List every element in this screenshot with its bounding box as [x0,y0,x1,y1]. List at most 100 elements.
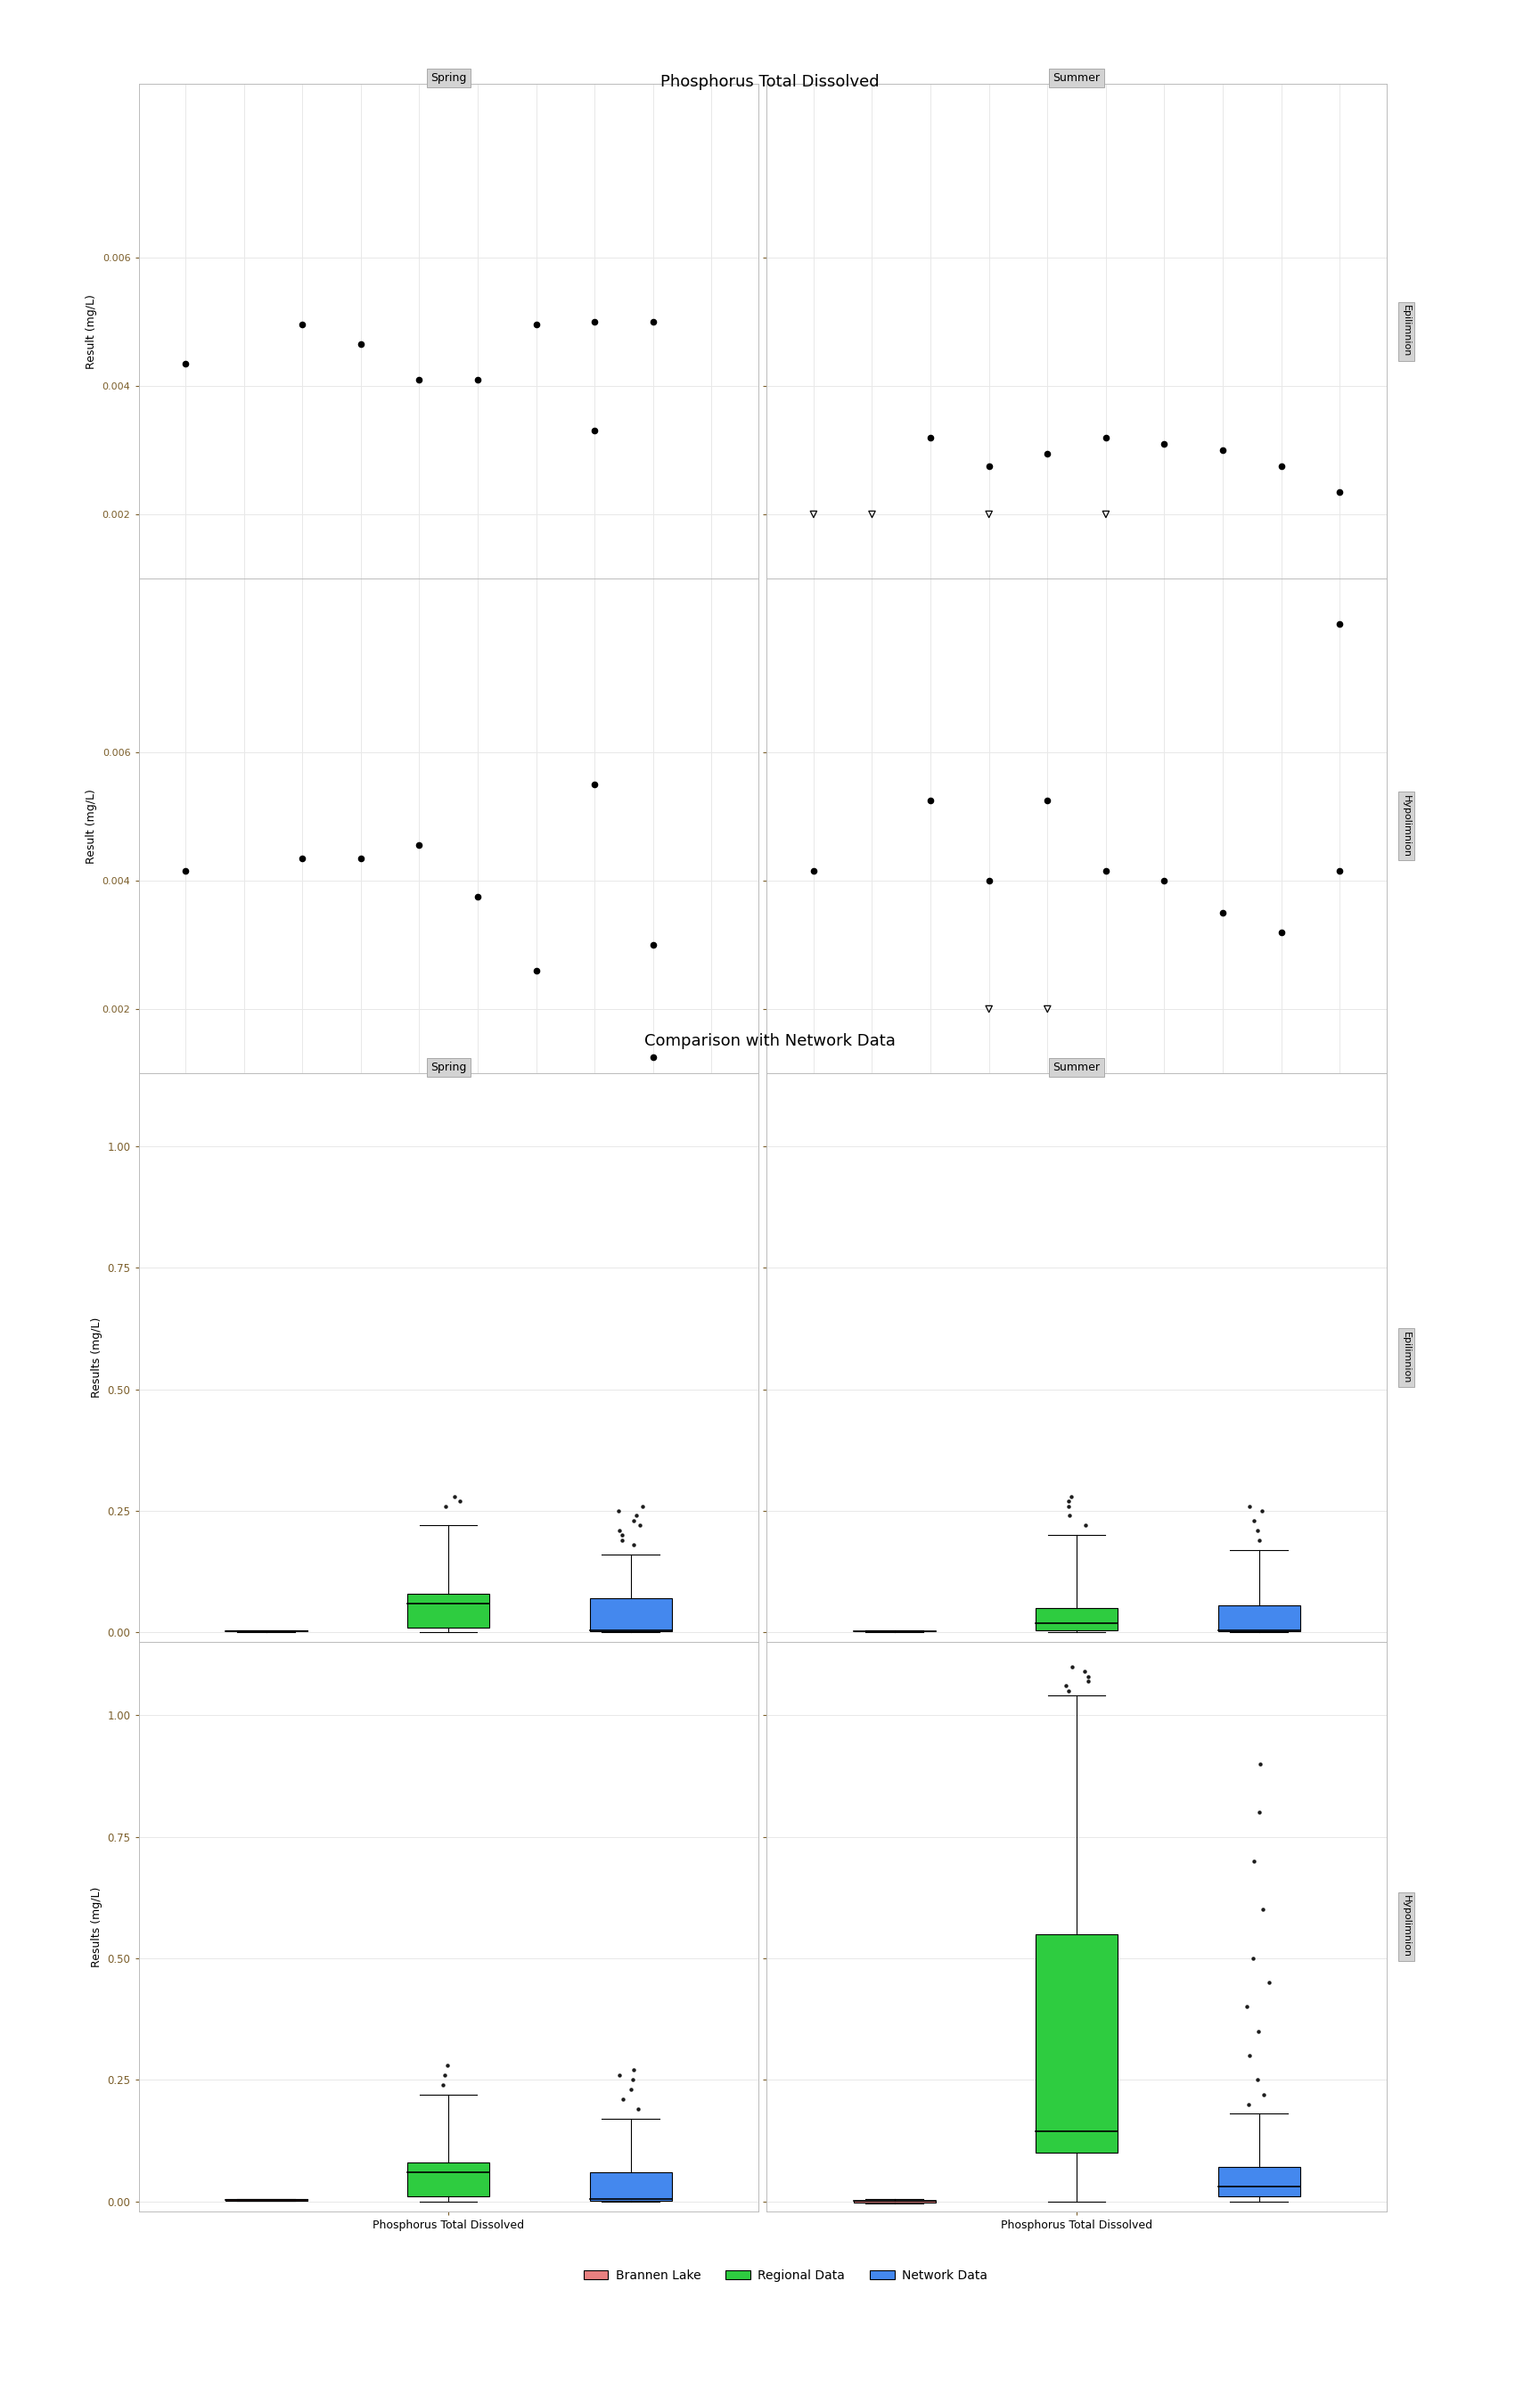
Point [607,2056,631,2094]
Point [1250,1890,1275,1929]
Point [434,2046,459,2085]
Point [348,839,373,877]
Point [524,307,548,345]
Point [621,1526,645,1565]
Text: Hypolimnion: Hypolimnion [1401,795,1411,858]
Point [918,781,942,819]
Y-axis label: Results (mg/L): Results (mg/L) [91,1318,103,1397]
Y-axis label: Results (mg/L): Results (mg/L) [91,1886,103,1967]
Point [1237,2037,1261,2075]
Point [1056,1488,1081,1526]
Point [625,2089,650,2128]
Point [801,851,825,889]
Point [407,827,431,865]
Point [465,877,490,915]
Point [582,764,607,803]
Title: Spring: Spring [431,1061,467,1073]
Point [524,951,548,990]
Point [1210,431,1235,470]
Point [1238,1488,1263,1526]
Point [1210,894,1235,932]
Bar [1218,2168,1300,2197]
Point [1056,1498,1081,1536]
Point [641,925,665,963]
Point [1072,1653,1096,1692]
Point [610,1521,634,1560]
Point [918,417,942,455]
Point [641,1037,665,1076]
Point [1056,1672,1081,1711]
Point [1093,417,1118,455]
Point [1060,1648,1084,1687]
Point [976,990,1001,1028]
Point [607,1493,631,1531]
Point [1327,472,1352,510]
Point [1060,1478,1084,1517]
Point [621,2051,645,2089]
Point [976,496,1001,534]
Point [610,1517,634,1555]
Point [465,359,490,398]
Point [1246,2013,1270,2051]
Point [407,359,431,398]
Point [1076,1658,1101,1696]
Point [1241,1843,1266,1881]
Point [607,1512,631,1550]
Point [1249,1493,1274,1531]
Point [448,1483,473,1521]
Point [442,1478,467,1517]
Text: Epilimnion: Epilimnion [1401,304,1411,357]
Point [611,2080,636,2118]
Point [859,496,884,534]
Point [1240,1938,1264,1977]
Y-axis label: Result (mg/L): Result (mg/L) [86,788,97,863]
Point [582,412,607,450]
Point [1093,851,1118,889]
Point [1327,604,1352,642]
Bar [408,1593,490,1627]
Point [1073,1507,1098,1545]
Point [1247,1521,1272,1560]
Text: Hypolimnion: Hypolimnion [1401,1895,1411,1958]
Point [630,1488,654,1526]
Point [172,345,197,383]
Point [624,1498,648,1536]
Point [1269,448,1294,486]
Bar [1035,1934,1118,2152]
Point [628,1507,653,1545]
Point [1247,1744,1272,1783]
Point [348,326,373,364]
Point [1244,1512,1269,1550]
Point [1241,1502,1266,1541]
Point [621,2061,645,2099]
Point [1247,1792,1272,1831]
Bar [590,1598,671,1632]
Point [976,863,1001,901]
Point [976,448,1001,486]
Text: Phosphorus Total Dissolved: Phosphorus Total Dissolved [661,74,879,91]
Point [1257,1962,1281,2001]
Point [290,839,314,877]
Text: Comparison with Network Data: Comparison with Network Data [644,1033,896,1049]
Title: Spring: Spring [431,72,467,84]
Point [1035,990,1060,1028]
Point [1056,1483,1081,1521]
Point [1076,1663,1101,1701]
Point [641,302,665,340]
Point [1252,2075,1277,2113]
Point [1152,424,1177,462]
Title: Summer: Summer [1053,72,1100,84]
Bar [1218,1605,1300,1632]
Bar [1035,1608,1118,1629]
Point [1237,2085,1261,2123]
Point [290,307,314,345]
Point [172,851,197,889]
Point [1244,2061,1269,2099]
Point [1235,1989,1260,2027]
Point [801,496,825,534]
Point [1035,781,1060,819]
Bar [590,2173,671,2200]
Point [1269,913,1294,951]
Title: Summer: Summer [1053,1061,1100,1073]
Y-axis label: Result (mg/L): Result (mg/L) [86,295,97,369]
